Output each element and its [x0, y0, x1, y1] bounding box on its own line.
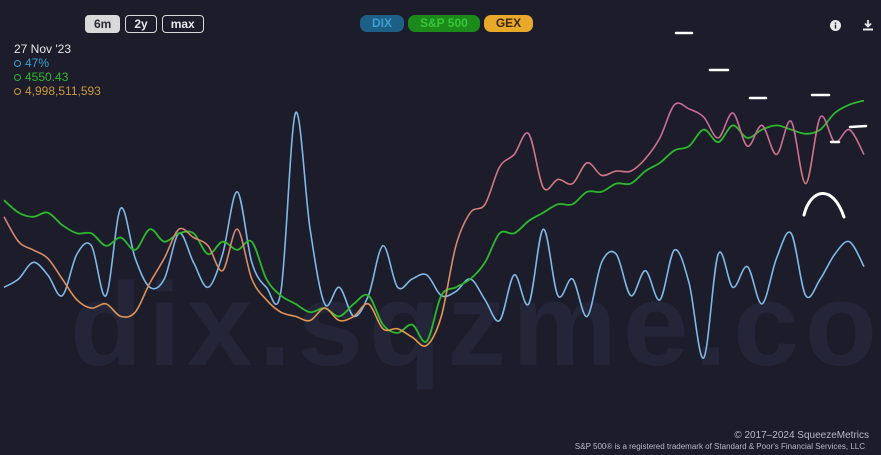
- readout-dix-row: 47%: [14, 56, 101, 70]
- readout-date: 27 Nov '23: [14, 42, 71, 56]
- range-2y-button[interactable]: 2y: [125, 15, 157, 33]
- dix-line: [3, 111, 865, 359]
- range-max-button[interactable]: max: [161, 15, 204, 33]
- hover-readout: 27 Nov '23 47% 4550.43 4,998,511,593: [14, 42, 101, 98]
- dix-toggle-button[interactable]: DIX: [360, 15, 405, 32]
- spx-dot-icon: [14, 73, 21, 81]
- readout-spx-row: 4550.43: [14, 70, 101, 84]
- download-icon[interactable]: [862, 18, 874, 36]
- series-toggle-group: DIX S&P 500 GEX: [360, 15, 534, 32]
- spx-toggle-button[interactable]: S&P 500: [408, 15, 480, 32]
- gex-dot-icon: [14, 87, 21, 95]
- info-icon[interactable]: [830, 18, 841, 36]
- range-6m-button[interactable]: 6m: [85, 15, 121, 33]
- readout-gex-row: 4,998,511,593: [14, 84, 101, 98]
- watermark-text: dix.sqzme.co: [70, 259, 881, 391]
- gex-toggle-button[interactable]: GEX: [483, 15, 534, 32]
- gex-line: [3, 102, 865, 347]
- range-selector: 6m 2y max: [85, 15, 204, 33]
- readout-dix-value: 47%: [25, 56, 50, 70]
- spx-line: [3, 99, 865, 343]
- dix-dot-icon: [14, 59, 21, 67]
- readout-spx-value: 4550.43: [25, 70, 69, 84]
- annotation-dash: [848, 124, 868, 129]
- copyright-text: © 2017–2024 SqueezeMetrics: [734, 430, 869, 441]
- annotation-marks: [674, 31, 868, 219]
- trademark-text: S&P 500® is a registered trademark of St…: [574, 442, 865, 451]
- readout-gex-value: 4,998,511,593: [25, 84, 101, 98]
- annotation-arc: [802, 192, 846, 219]
